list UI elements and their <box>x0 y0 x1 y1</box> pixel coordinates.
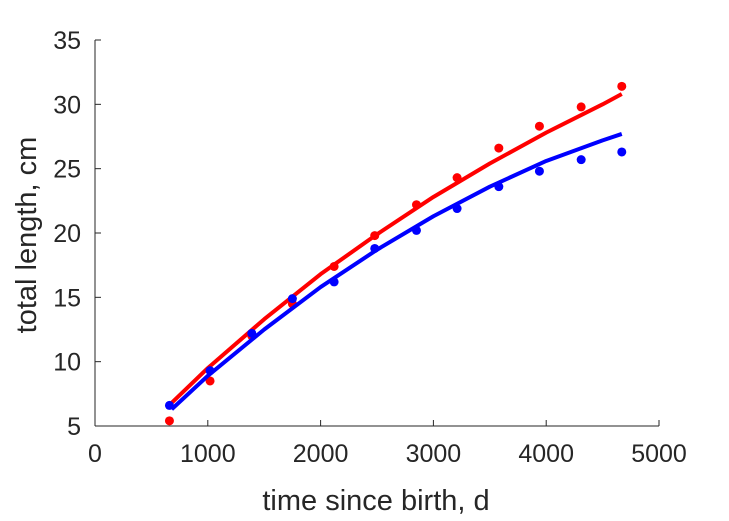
data-point <box>164 400 174 410</box>
data-point <box>617 81 627 91</box>
data-point <box>329 261 339 271</box>
data-point <box>494 143 504 153</box>
y-axis-ticks: 5 10 15 20 25 30 35 <box>53 27 101 441</box>
data-point <box>370 243 380 253</box>
x-axis-ticks: 0 1000 2000 3000 4000 5000 <box>88 420 687 468</box>
data-point <box>452 173 462 183</box>
data-point <box>576 155 586 165</box>
data-point <box>452 204 462 214</box>
data-point <box>329 277 339 287</box>
x-tick-label: 0 <box>88 440 102 468</box>
y-tick-label: 10 <box>53 349 81 377</box>
y-tick-label: 35 <box>53 27 81 55</box>
data-point <box>411 225 421 235</box>
x-axis-title: time since birth, d <box>262 485 489 517</box>
x-tick-label: 3000 <box>406 440 462 468</box>
data-point <box>411 200 421 210</box>
y-axis-title: total length, cm <box>11 137 43 334</box>
data-point <box>205 366 215 376</box>
fit-line <box>170 132 623 411</box>
data-point <box>617 147 627 157</box>
y-tick-label: 15 <box>53 284 81 312</box>
data-point <box>494 182 504 192</box>
x-tick-label: 5000 <box>631 440 687 468</box>
data-point <box>534 166 544 176</box>
y-tick-label: 25 <box>53 156 81 184</box>
data-point <box>370 231 380 241</box>
data-point <box>534 121 544 131</box>
y-tick-label: 30 <box>53 91 81 119</box>
series-layer <box>164 81 627 426</box>
data-point <box>247 328 257 338</box>
data-point <box>287 294 297 304</box>
x-tick-label: 2000 <box>293 440 349 468</box>
y-tick-label: 5 <box>67 413 81 441</box>
data-point <box>205 376 215 386</box>
fit-line <box>170 92 623 405</box>
data-point <box>164 416 174 426</box>
data-point <box>576 102 586 112</box>
series-2 <box>164 132 627 411</box>
x-tick-label: 4000 <box>518 440 574 468</box>
y-tick-label: 20 <box>53 220 81 248</box>
series-1 <box>164 81 627 426</box>
x-tick-label: 1000 <box>180 440 236 468</box>
